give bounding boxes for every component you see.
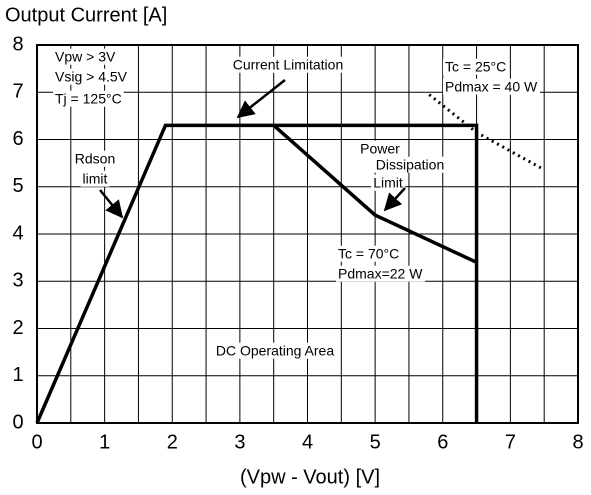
annotation: Dissipation	[373, 156, 447, 173]
annotation-text: DC Operating Area	[216, 343, 334, 359]
series-line	[428, 93, 542, 170]
annotation: Vpw > 3V	[53, 48, 118, 65]
annotation-bg	[213, 342, 337, 359]
annotation: DC Operating Area	[213, 342, 337, 359]
y-tick-label: 4	[12, 222, 23, 244]
y-tick-label: 8	[12, 33, 23, 55]
y-tick-label: 7	[12, 81, 23, 103]
annotation: Pdmax=22 W	[336, 265, 426, 282]
x-axis-label: (Vpw - Vout) [V]	[240, 466, 380, 488]
annotation-bg	[358, 140, 403, 157]
annotation-bg	[371, 174, 405, 191]
series-line	[272, 124, 478, 264]
x-tick-label: 1	[99, 431, 110, 453]
annotation-text: Limit	[373, 175, 403, 191]
plot-frame	[36, 44, 579, 424]
y-tick-label: 3	[12, 270, 23, 292]
x-tick-label: 8	[572, 431, 583, 453]
annotation: Rdson	[72, 150, 118, 167]
annotation-text: Vpw > 3V	[55, 49, 116, 65]
series-line	[35, 123, 479, 424]
x-tick-label: 4	[302, 431, 313, 453]
x-tick-label: 6	[437, 431, 448, 453]
x-tick-label: 2	[167, 431, 178, 453]
annotation-bg	[53, 68, 130, 85]
annotation-arrow	[99, 189, 124, 219]
annotation-arrow	[383, 187, 406, 212]
annotation-text: Tj = 125°C	[55, 91, 122, 107]
annotation: Tc = 25°C	[443, 58, 509, 75]
annotation-bg	[53, 48, 118, 65]
annotation-text: Current Limitation	[233, 57, 344, 73]
annotation: Pdmax = 40 W	[443, 78, 540, 95]
annotation-text: Pdmax=22 W	[338, 266, 423, 282]
annotation-arrow	[236, 79, 286, 119]
annotation-text: limit	[83, 171, 108, 187]
annotation-bg	[336, 245, 402, 262]
x-tick-label: 5	[370, 431, 381, 453]
annotation-text: Rdson	[75, 151, 115, 167]
annotation-bg	[230, 56, 346, 73]
annotation-text: Power	[360, 141, 400, 157]
y-tick-label: 2	[12, 317, 23, 339]
annotation-bg	[53, 90, 124, 107]
annotation: Limit	[371, 174, 405, 191]
annotation: Tc = 70°C	[336, 245, 402, 262]
annotation-bg	[443, 78, 540, 95]
annotation-text: Dissipation	[376, 157, 444, 173]
annotation-bg	[80, 170, 110, 187]
annotation-bg	[443, 58, 509, 75]
annotation: Tj = 125°C	[53, 90, 124, 107]
annotation-text: Tc = 25°C	[445, 59, 506, 75]
annotation-bg	[72, 150, 118, 167]
y-tick-label: 6	[12, 128, 23, 150]
annotation-text: Vsig > 4.5V	[55, 69, 128, 85]
x-tick-label: 7	[505, 431, 516, 453]
annotation-text: Tc = 70°C	[338, 246, 399, 262]
x-tick-label: 0	[31, 431, 42, 453]
annotation-text: Pdmax = 40 W	[445, 79, 538, 95]
annotation: Current Limitation	[230, 56, 346, 73]
chart-title: Output Current [A]	[5, 4, 167, 26]
annotation: Power	[358, 140, 403, 157]
x-tick-label: 3	[234, 431, 245, 453]
annotation: limit	[80, 170, 110, 187]
annotation-bg	[336, 265, 426, 282]
annotation: Vsig > 4.5V	[53, 68, 130, 85]
y-tick-label: 0	[12, 411, 23, 433]
y-tick-label: 1	[12, 364, 23, 386]
y-tick-label: 5	[12, 175, 23, 197]
annotation-bg	[373, 156, 447, 173]
